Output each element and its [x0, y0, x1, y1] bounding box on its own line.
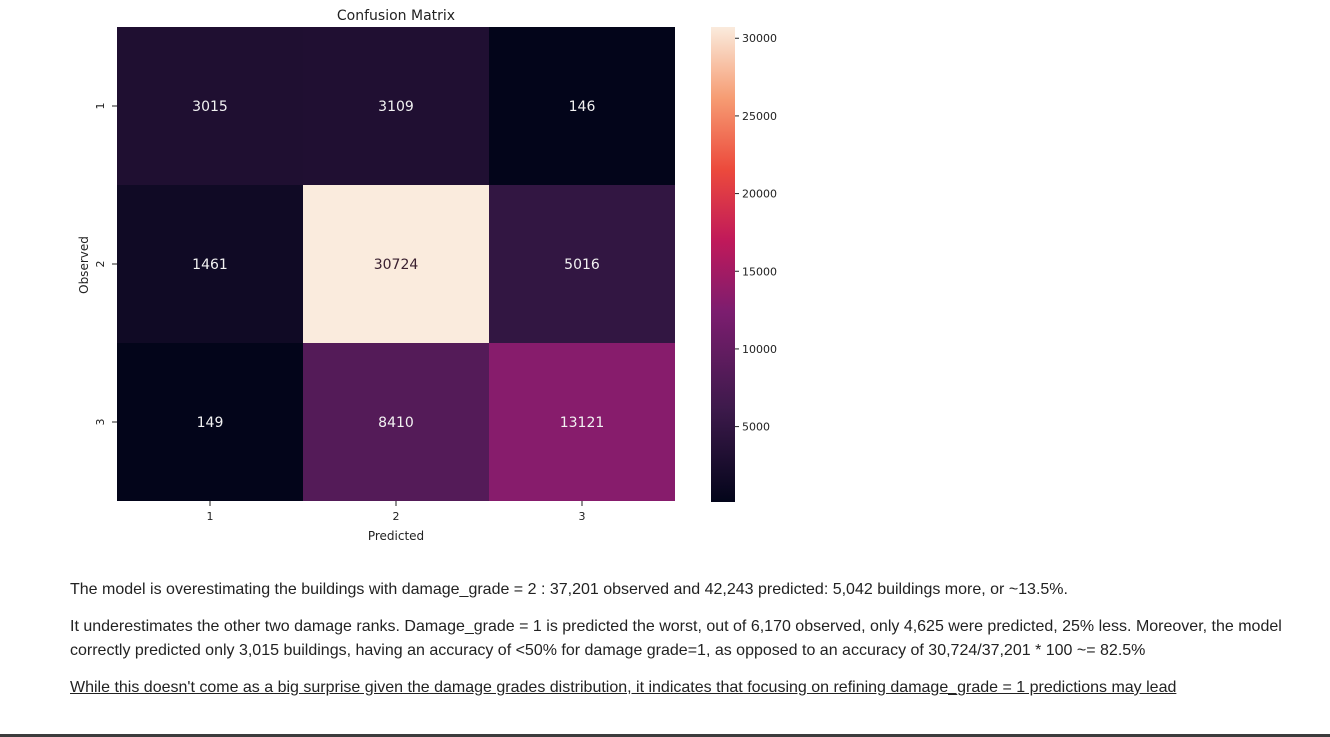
cell-value-label: 146	[569, 99, 596, 115]
paragraph-2: It underestimates the other two damage r…	[70, 618, 1282, 659]
heatmap-cell	[303, 185, 489, 343]
heatmap-cells: 3015 3109 146 1461 30724 5016 149 8410 13121	[117, 27, 675, 501]
cell-value-label: 149	[197, 415, 224, 431]
heatmap-cell	[117, 185, 303, 343]
cell-value-label: 1461	[192, 257, 228, 273]
heatmap-cell	[303, 343, 489, 501]
cell-value-label: 3015	[192, 99, 228, 115]
colorbar-tick-label: 20000	[742, 188, 777, 201]
cell-value-label: 13121	[560, 415, 605, 431]
heatmap-cell	[489, 27, 675, 185]
y-tick-label: 3	[94, 419, 107, 426]
heatmap-cell	[303, 27, 489, 185]
heatmap-cell	[117, 343, 303, 501]
x-tick-label: 1	[207, 510, 214, 523]
heatmap-cell	[489, 185, 675, 343]
colorbar-tick-label: 5000	[742, 421, 770, 434]
confusion-matrix-chart: Confusion Matrix 3015 3109 146 1461 30724 501…	[77, 8, 777, 543]
cell-value-label: 3109	[378, 99, 414, 115]
x-tick-label: 3	[579, 510, 586, 523]
x-axis-ticks: 1 2 3	[207, 501, 586, 523]
heatmap-cell	[489, 343, 675, 501]
x-tick-label: 2	[393, 510, 400, 523]
colorbar-tick-label: 30000	[742, 32, 777, 45]
bottom-divider	[0, 734, 1330, 737]
colorbar-tick-label: 10000	[742, 343, 777, 356]
analysis-text: The model is overestimating the building…	[70, 578, 1310, 713]
y-tick-label: 1	[94, 103, 107, 110]
paragraph-1: The model is overestimating the building…	[70, 581, 1068, 598]
cell-value-label: 5016	[564, 257, 600, 273]
y-axis-ticks: 1 2 3	[94, 103, 117, 426]
colorbar-tick-label: 25000	[742, 110, 777, 123]
cell-value-label: 30724	[374, 257, 419, 273]
chart-title: Confusion Matrix	[337, 8, 455, 24]
colorbar-tick-label: 15000	[742, 265, 777, 278]
colorbar	[711, 27, 735, 502]
y-tick-label: 2	[94, 261, 107, 268]
paragraph-3: While this doesn't come as a big surpris…	[70, 679, 1177, 696]
heatmap-cell	[117, 27, 303, 185]
colorbar-ticks: 5000 10000 15000 20000 25000 30000	[735, 32, 777, 434]
y-axis-label: Observed	[77, 236, 91, 294]
cell-value-label: 8410	[378, 415, 414, 431]
x-axis-label: Predicted	[368, 529, 424, 543]
